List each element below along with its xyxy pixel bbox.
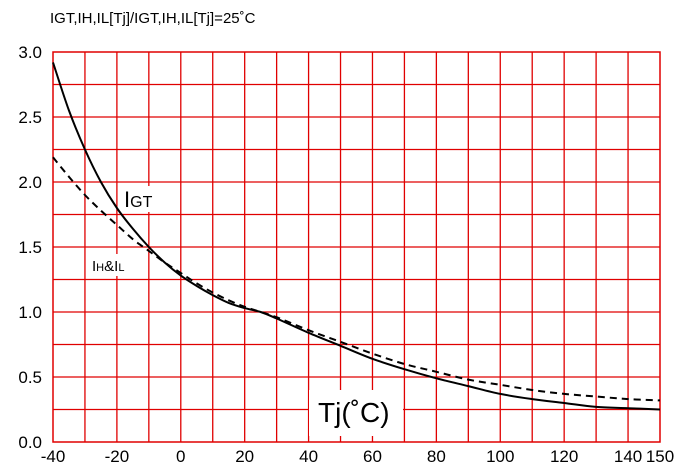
series-label-igt: IGT — [124, 187, 153, 212]
x-tick-label: 100 — [486, 447, 514, 466]
y-tick-label: 3.0 — [18, 43, 42, 62]
ih-il-label-background — [88, 254, 138, 276]
y-tick-label: 1.5 — [18, 238, 42, 257]
y-tick-label: 0.5 — [18, 368, 42, 387]
x-axis-title: Tj(˚C) — [318, 397, 390, 428]
y-tick-label: 1.0 — [18, 303, 42, 322]
x-title-background — [309, 390, 403, 436]
tick-labels: -40 -20 0 20 40 60 80 100 120 140 150 0.0 0.5 1.0 1.5 2… — [18, 43, 674, 466]
x-tick-label: 60 — [363, 447, 382, 466]
x-tick-label: 20 — [235, 447, 254, 466]
y-tick-label: 0.0 — [18, 433, 42, 452]
x-tick-label: -20 — [105, 447, 130, 466]
x-tick-label: -40 — [41, 447, 66, 466]
x-tick-label: 150 — [646, 447, 674, 466]
x-tick-label: 40 — [299, 447, 318, 466]
x-tick-label: 140 — [614, 447, 642, 466]
series-label-ih-il: IH&IL — [92, 258, 124, 275]
x-tick-label: 120 — [550, 447, 578, 466]
chart-title: IGT,IH,IL[Tj]/IGT,IH,IL[Tj]=25˚C — [50, 10, 256, 27]
x-tick-label: 80 — [427, 447, 446, 466]
series-lines — [52, 62, 661, 411]
y-tick-label: 2.0 — [18, 173, 42, 192]
y-tick-label: 2.5 — [18, 108, 42, 127]
series-line-igt — [52, 62, 661, 411]
x-tick-label: 0 — [176, 447, 185, 466]
igt-label-background — [121, 186, 167, 212]
series-line-ih-il — [52, 156, 661, 402]
